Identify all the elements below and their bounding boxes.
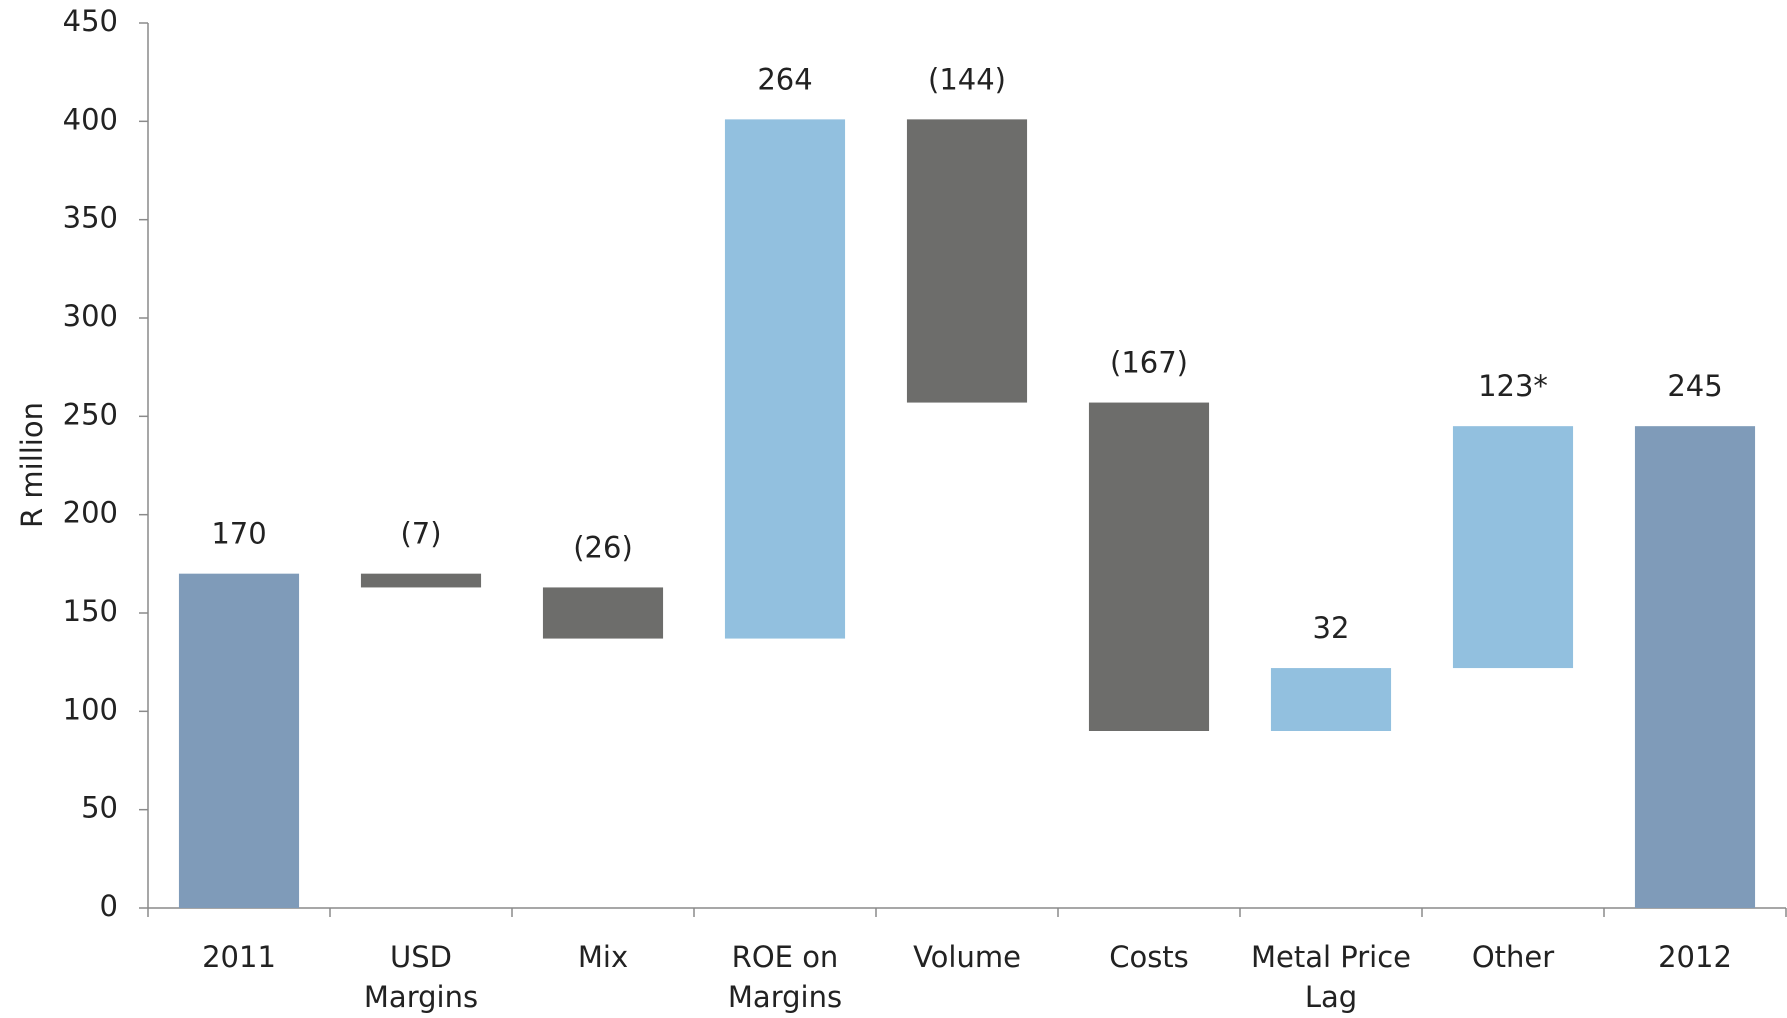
y-tick-label: 200 [63, 496, 118, 530]
x-tick-label: 2012 [1658, 940, 1732, 974]
x-tick-label: USD Margins [364, 940, 478, 1014]
value-label: 32 [1313, 611, 1350, 645]
value-label: (167) [1110, 346, 1188, 380]
y-tick-label: 0 [100, 889, 118, 923]
bar [1270, 668, 1392, 731]
value-label: 245 [1667, 369, 1722, 403]
x-tick-label: ROE on Margins [728, 940, 842, 1014]
value-label: (7) [400, 517, 441, 551]
y-tick-label: 150 [63, 594, 118, 628]
bar [724, 119, 846, 639]
value-label: (144) [928, 62, 1006, 96]
value-label: 264 [757, 62, 812, 96]
y-tick-label: 450 [63, 4, 118, 38]
value-label: 123* [1478, 369, 1548, 403]
bar [360, 573, 482, 588]
y-tick-label: 100 [63, 692, 118, 726]
bar [1634, 426, 1756, 908]
bar [906, 119, 1028, 403]
value-label: (26) [573, 530, 633, 564]
y-tick-label: 300 [63, 299, 118, 333]
x-tick-label: Metal Price Lag [1251, 940, 1411, 1014]
x-tick-label: Costs [1109, 940, 1189, 974]
x-tick-label: Other [1472, 940, 1554, 974]
y-tick-label: 50 [81, 791, 118, 825]
value-label: 170 [211, 517, 266, 551]
x-tick-label: Mix [578, 940, 628, 974]
y-tick-label: 400 [63, 102, 118, 136]
bar [542, 587, 664, 639]
y-tick-label: 250 [63, 397, 118, 431]
x-tick-label: 2011 [202, 940, 276, 974]
bar [1452, 426, 1574, 669]
y-tick-label: 350 [63, 201, 118, 235]
x-tick-label: Volume [913, 940, 1021, 974]
y-axis-title: R million [15, 402, 49, 528]
bar [178, 573, 300, 908]
bar [1088, 402, 1210, 731]
